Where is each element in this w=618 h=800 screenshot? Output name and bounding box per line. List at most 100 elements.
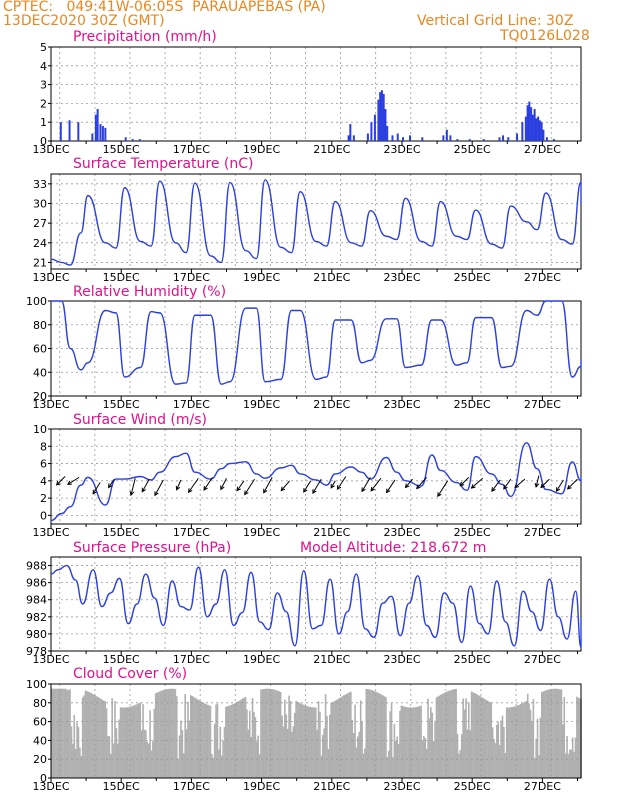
cloud-bar	[337, 698, 340, 778]
header-location: CPTEC: 049:41W-06:05S PARAUAPEBAS (PA)	[3, 0, 326, 15]
cloud-bar	[344, 694, 347, 778]
y-tick-label: 2	[40, 492, 47, 505]
cloud-bar	[549, 689, 552, 778]
cloud-bar	[518, 704, 521, 778]
cloud-bar	[423, 735, 425, 778]
cloud-bar	[396, 736, 398, 778]
wind-arrow	[220, 478, 227, 490]
cloud-bar	[392, 757, 394, 778]
cloud-bar	[216, 703, 219, 778]
cloud-bar	[201, 701, 203, 778]
wind-arrow	[130, 478, 136, 496]
cloud-bar	[453, 689, 456, 778]
cloud-bar	[278, 691, 281, 778]
precip-bar	[99, 124, 102, 141]
x-tick-label: 13DEC	[32, 780, 69, 793]
cloud-bar	[317, 701, 320, 778]
cloud-bar	[108, 736, 111, 778]
wind-arrow-head	[188, 488, 193, 494]
cloud-bar	[255, 741, 258, 778]
cloud-bar	[107, 736, 109, 778]
cloud-bar	[109, 753, 112, 778]
y-tick-label: 0	[40, 509, 47, 522]
y-tick-label: 0	[40, 135, 47, 148]
cloud-bar	[431, 712, 434, 778]
wind-arrow	[437, 480, 449, 497]
precipitation-title: Precipitation (mm/h)	[73, 29, 217, 45]
cloud-bar	[379, 693, 382, 778]
y-tick-label: 10	[33, 423, 47, 436]
wind-title: Surface Wind (m/s)	[73, 412, 207, 428]
cloud-bar	[225, 706, 227, 778]
precip-bar	[68, 120, 71, 141]
cloud-bar	[86, 691, 88, 778]
cloud-bar	[198, 700, 201, 778]
cloud-bar	[428, 718, 431, 778]
precip-bar	[396, 133, 399, 141]
precip-bar	[498, 137, 501, 141]
precip-bar	[104, 127, 107, 141]
cloud-bar	[442, 693, 445, 778]
cloud-bar	[122, 707, 125, 778]
precip-bar	[442, 135, 445, 141]
cloud-bar	[571, 737, 574, 778]
cloud-bar	[409, 707, 411, 778]
cloud-bar	[397, 743, 400, 778]
cloud-bar	[195, 698, 198, 778]
cloud-bar	[420, 705, 422, 778]
x-tick-label: 25DEC	[454, 653, 491, 666]
cloud-bar	[498, 745, 501, 778]
cloud-bar	[399, 711, 401, 778]
cloud-bar	[487, 701, 490, 778]
y-tick-label: 80	[33, 319, 47, 332]
precip-bar	[535, 118, 538, 141]
cloud-bar	[540, 692, 543, 778]
cloud-bar	[95, 696, 98, 778]
cloud-bar	[104, 701, 106, 778]
precip-bar	[552, 139, 555, 141]
x-tick-label: 21DEC	[313, 143, 350, 156]
cloud-bar	[298, 702, 300, 778]
cloud-bar	[212, 757, 215, 778]
precip-bar	[540, 122, 543, 141]
cloud-bar	[351, 719, 354, 778]
header-grid-line: Vertical Grid Line: 30Z	[417, 13, 574, 29]
cloud-bar	[105, 708, 108, 778]
precip-bar	[59, 122, 62, 141]
cloud-bar	[94, 695, 97, 778]
cloud-bar	[526, 693, 529, 778]
cloud-bar	[321, 734, 324, 778]
cloud-bar	[70, 726, 73, 778]
wind-arrow-head	[244, 490, 249, 496]
cloud-bar	[243, 697, 245, 778]
cloud-bar	[550, 688, 553, 778]
cloud-bar	[578, 698, 581, 778]
cloud-bar	[161, 690, 164, 778]
cloud-bar	[157, 691, 160, 778]
wind-arrow-head	[154, 491, 159, 497]
cloud-bar	[477, 695, 480, 778]
wind-arrow-head	[416, 484, 421, 490]
cloud-bar	[296, 701, 299, 778]
cloud-bar	[359, 700, 362, 778]
y-tick-label: 27	[33, 217, 47, 230]
cloud-bar	[178, 735, 181, 778]
precip-bar	[530, 107, 533, 141]
cloud-bar	[327, 749, 330, 778]
cloud-bar	[556, 688, 559, 778]
cloud-bar	[525, 701, 528, 778]
cloud-bar	[466, 729, 469, 778]
cloud-bar	[500, 720, 502, 778]
cloud-bar	[400, 705, 403, 778]
cloud-bar	[274, 689, 276, 778]
cloud-bar	[473, 692, 476, 778]
cloud-bar	[299, 703, 302, 778]
wind-arrow	[303, 480, 312, 493]
cloud-bar	[555, 688, 557, 778]
precip-bar	[373, 114, 376, 141]
cloud-bar	[552, 688, 554, 778]
cloud-bar	[441, 694, 443, 778]
cloud-bar	[76, 722, 78, 778]
cloud-bar	[382, 695, 384, 778]
wind-arrow-head	[540, 483, 545, 489]
